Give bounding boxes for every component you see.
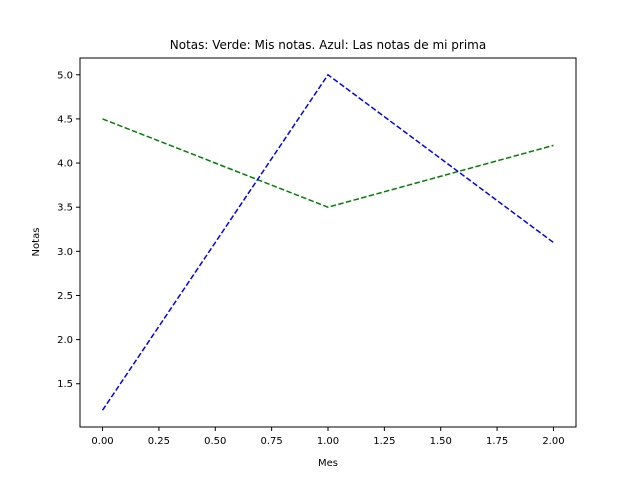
x-tick-label: 1.00 — [317, 436, 339, 447]
series-layer — [101, 73, 554, 411]
y-tick-label: 3.0 — [57, 247, 73, 258]
y-axis-label: Notas — [31, 228, 42, 257]
y-tick-label: 1.5 — [57, 379, 73, 390]
plot-area-frame — [79, 57, 577, 428]
y-tick-label: 4.5 — [57, 114, 73, 125]
x-tick-label: 0.25 — [148, 436, 170, 447]
x-tick-label: 0.50 — [204, 436, 226, 447]
x-tick-label: 0.75 — [261, 436, 283, 447]
series-line-1 — [102, 118, 554, 208]
y-tick-label: 5.0 — [57, 70, 73, 81]
x-tick-label: 2.00 — [542, 436, 564, 447]
x-tick-label: 1.75 — [486, 436, 508, 447]
x-tick-label: 0.00 — [91, 436, 113, 447]
y-tick-label: 3.5 — [57, 203, 73, 214]
x-tick-label: 1.25 — [373, 436, 395, 447]
y-tick-label: 2.5 — [57, 291, 73, 302]
y-tick-label: 4.0 — [57, 159, 73, 170]
x-tick-label: 1.50 — [430, 436, 452, 447]
y-axis-ticks: 1.5 2.0 2.5 3.0 3.5 4.0 4.5 5.0 — [57, 70, 80, 390]
series-line-2 — [101, 73, 554, 411]
chart-title: Notas: Verde: Mis notas. Azul: Las notas… — [170, 38, 486, 52]
x-axis-label: Mes — [318, 458, 338, 469]
x-axis-ticks: 0.00 0.25 0.50 0.75 1.00 1.25 1.50 1.75 2.00 — [91, 427, 565, 447]
y-tick-label: 2.0 — [57, 335, 73, 346]
